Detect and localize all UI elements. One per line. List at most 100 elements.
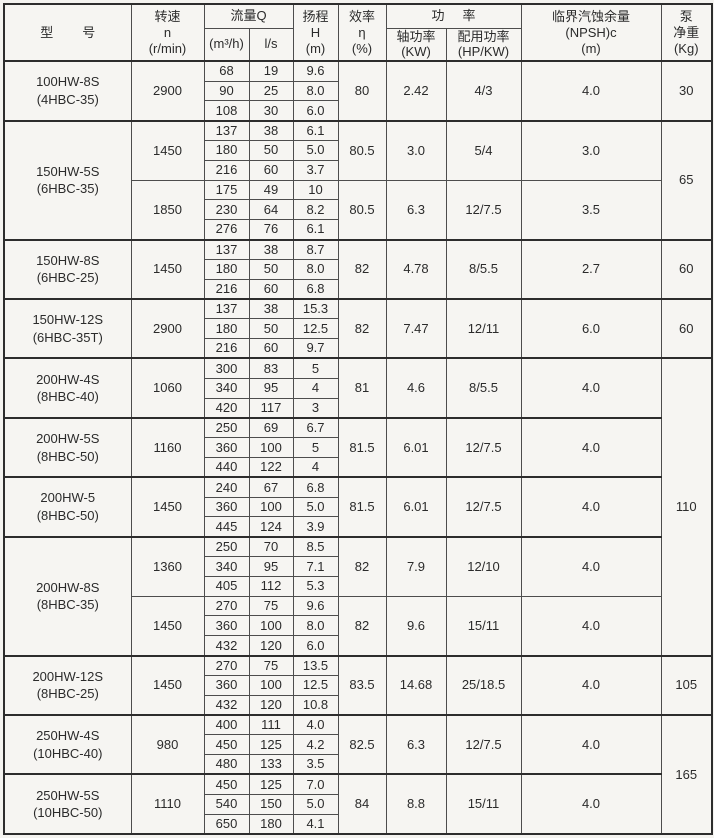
- flow-ls-cell: 122: [248, 457, 294, 478]
- table-row: 445 124 3.9: [4, 516, 712, 538]
- shaft-power-cell: 6.01: [385, 416, 447, 478]
- flow-m3h-cell: 216: [203, 338, 250, 359]
- flow-ls-cell: 38: [248, 238, 294, 260]
- speed-cell: 1450: [130, 238, 205, 300]
- flow-m3h-cell: 450: [203, 734, 250, 756]
- table-row: 180 50 8.0: [4, 259, 712, 280]
- table-row: 432 120 10.8: [4, 695, 712, 716]
- speed-cell: 1850: [130, 180, 205, 241]
- table-row: 360 100 12.5: [4, 675, 712, 696]
- rated-power-cell: 12/7.5: [445, 714, 522, 775]
- head-cell: 10.8: [292, 695, 339, 716]
- table-row: 1450 270 75 9.6 82 9.6 15/11 4.0: [4, 596, 712, 657]
- head-cell: 6.1: [292, 219, 339, 241]
- npsh-cell: 4.0: [520, 773, 662, 835]
- head-cell: 8.0: [292, 81, 339, 102]
- flow-m3h-cell: 420: [203, 398, 250, 419]
- model-cell: 150HW-5S (6HBC-35): [3, 119, 132, 241]
- flow-ls-cell: 83: [248, 357, 294, 379]
- header-npsh: 临界汽蚀余量 (NPSH)c (m): [520, 4, 662, 62]
- model-cell: 150HW-12S (6HBC-35T): [3, 297, 132, 359]
- flow-m3h-cell: 432: [203, 695, 250, 716]
- efficiency-cell: 82: [337, 535, 387, 597]
- header-row-top: 型 号 转速 n (r/min) 流量Q 扬程 H (m) 效率 η (%) 功…: [3, 4, 713, 62]
- flow-ls-cell: 64: [248, 199, 294, 221]
- head-cell: 15.3: [292, 297, 339, 320]
- flow-m3h-cell: 240: [203, 476, 250, 498]
- flow-m3h-cell: 300: [203, 357, 250, 379]
- flow-m3h-cell: 405: [203, 576, 250, 597]
- rated-power-cell: 15/11: [445, 596, 522, 657]
- flow-m3h-cell: 216: [203, 279, 250, 300]
- flow-m3h-cell: 270: [203, 596, 250, 617]
- header-flow-ls: l/s: [248, 28, 294, 62]
- flow-m3h-cell: 175: [203, 180, 250, 201]
- shaft-power-cell: 4.6: [385, 357, 447, 419]
- flow-m3h-cell: 340: [203, 556, 250, 577]
- speed-cell: 1450: [130, 596, 205, 657]
- shaft-power-cell: 4.78: [385, 238, 447, 300]
- flow-m3h-cell: 108: [203, 100, 250, 122]
- rated-power-cell: 12/7.5: [445, 180, 522, 241]
- model-cell: 200HW-5 (8HBC-50): [3, 476, 132, 538]
- table-header: 型 号 转速 n (r/min) 流量Q 扬程 H (m) 效率 η (%) 功…: [3, 4, 713, 62]
- header-rated-power: 配用功率 (HP/KW): [445, 28, 522, 62]
- table-row: 405 112 5.3: [4, 576, 712, 597]
- flow-m3h-cell: 230: [203, 199, 250, 221]
- head-cell: 6.8: [292, 476, 339, 498]
- model-cell: 200HW-8S (8HBC-35): [3, 535, 132, 657]
- flow-m3h-cell: 180: [203, 140, 250, 161]
- head-cell: 8.0: [292, 615, 339, 637]
- speed-cell: 1110: [130, 773, 205, 835]
- flow-m3h-cell: 276: [203, 219, 250, 241]
- flow-m3h-cell: 650: [203, 814, 250, 835]
- head-cell: 7.0: [292, 773, 339, 795]
- flow-m3h-cell: 360: [203, 615, 250, 637]
- flow-ls-cell: 38: [248, 119, 294, 141]
- efficiency-cell: 80: [337, 60, 387, 122]
- npsh-cell: 4.0: [520, 714, 662, 775]
- flow-m3h-cell: 180: [203, 318, 250, 340]
- weight-cell: 30: [660, 60, 713, 122]
- model-cell: 150HW-8S (6HBC-25): [3, 238, 132, 300]
- rated-power-cell: 12/11: [445, 297, 522, 359]
- table-row: 432 120 6.0: [4, 635, 712, 657]
- efficiency-cell: 82: [337, 297, 387, 359]
- head-cell: 9.6: [292, 60, 339, 82]
- efficiency-cell: 83.5: [337, 654, 387, 716]
- flow-m3h-cell: 480: [203, 754, 250, 775]
- flow-m3h-cell: 90: [203, 81, 250, 102]
- flow-ls-cell: 120: [248, 635, 294, 657]
- flow-ls-cell: 95: [248, 556, 294, 577]
- head-cell: 3.9: [292, 516, 339, 538]
- npsh-cell: 3.5: [520, 180, 662, 241]
- flow-ls-cell: 49: [248, 180, 294, 201]
- weight-cell: 60: [660, 238, 713, 300]
- shaft-power-cell: 8.8: [385, 773, 447, 835]
- npsh-cell: 6.0: [520, 297, 662, 359]
- npsh-cell: 4.0: [520, 476, 662, 538]
- head-cell: 3.7: [292, 160, 339, 181]
- table-row: 180 50 5.0: [4, 140, 712, 161]
- flow-ls-cell: 75: [248, 596, 294, 617]
- header-model: 型 号: [3, 4, 132, 62]
- weight-cell: 110: [660, 357, 713, 657]
- table-row: 200HW-5S (8HBC-50) 1160 250 69 6.7 81.5 6.01 12…: [3, 416, 712, 478]
- head-cell: 9.6: [292, 596, 339, 617]
- head-cell: 3.5: [292, 754, 339, 775]
- flow-ls-cell: 100: [248, 437, 294, 458]
- flow-ls-cell: 76: [248, 219, 294, 241]
- table-row: 1850 175 49 10 80.5 6.3 12/7.5 3.5: [4, 180, 712, 241]
- weight-cell: 165: [660, 714, 713, 835]
- flow-ls-cell: 125: [248, 773, 294, 795]
- head-cell: 4.2: [292, 734, 339, 756]
- table-row: 250HW-4S (10HBC-40) 980 400 111 4.0 82.5 6.3 12…: [3, 714, 713, 835]
- model-cell: 250HW-5S (10HBC-50): [3, 773, 132, 835]
- table-row: 450 125 4.2: [4, 734, 712, 756]
- rated-power-cell: 8/5.5: [445, 357, 522, 419]
- flow-ls-cell: 100: [248, 497, 294, 518]
- head-cell: 13.5: [292, 654, 339, 676]
- speed-cell: 1160: [130, 416, 205, 478]
- head-cell: 4.0: [292, 714, 339, 736]
